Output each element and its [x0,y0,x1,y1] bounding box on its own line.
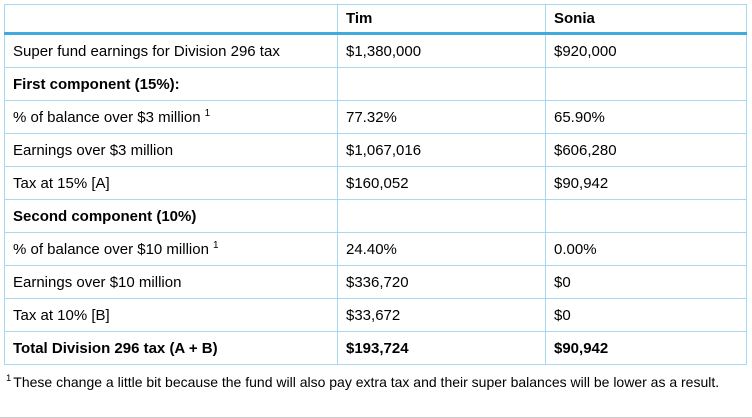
row-label-cell: % of balance over $3 million 1 [4,100,338,134]
footnote-text: These change a little bit because the fu… [13,374,720,390]
row-label: % of balance over $10 million [13,240,209,258]
sonia-value-cell: 0.00% [545,232,747,266]
footnote-marker: 1 [212,239,219,251]
table-row-second-component-heading: Second component (10%) [4,199,747,233]
row-label-cell: Tax at 15% [A] [4,166,338,200]
tim-value-cell [337,199,546,233]
table-row-earnings-over-3m: Earnings over $3 million $1,067,016 $606… [4,133,747,167]
header-row: Tim Sonia [4,4,747,35]
row-label: Earnings over $10 million [13,273,182,291]
row-label: Total Division 296 tax (A + B) [13,339,218,357]
table-row-first-component-heading: First component (15%): [4,67,747,101]
tim-value-cell: 24.40% [337,232,546,266]
tim-value-cell: $193,724 [337,331,546,365]
row-label-cell: Earnings over $3 million [4,133,338,167]
tim-value-cell: $33,672 [337,298,546,332]
row-label-cell: % of balance over $10 million 1 [4,232,338,266]
column-header-sonia: Sonia [545,4,747,35]
sonia-value-cell: $0 [545,298,747,332]
column-header-tim: Tim [337,4,546,35]
table-row-tax-at-15: Tax at 15% [A] $160,052 $90,942 [4,166,747,200]
header-blank-cell [4,4,338,35]
tim-value-cell [337,67,546,101]
row-label: Second component (10%) [13,207,197,225]
row-label-cell: First component (15%): [4,67,338,101]
tim-value-cell: $1,067,016 [337,133,546,167]
sonia-value-cell [545,67,747,101]
row-label-cell: Earnings over $10 million [4,265,338,299]
table-row-total-division-296-tax: Total Division 296 tax (A + B) $193,724 … [4,331,747,365]
row-label: Tax at 15% [A] [13,174,110,192]
sonia-value-cell [545,199,747,233]
table-row-earnings-over-10m: Earnings over $10 million $336,720 $0 [4,265,747,299]
tim-value-cell: 77.32% [337,100,546,134]
table-row-pct-balance-over-3m: % of balance over $3 million 1 77.32% 65.… [4,100,747,134]
sonia-value-cell: $606,280 [545,133,747,167]
footnote-marker: 1 [6,373,12,385]
footnote: 1 These change a little bit because the f… [6,372,746,394]
sonia-value-cell: 65.90% [545,100,747,134]
table-row-tax-at-10: Tax at 10% [B] $33,672 $0 [4,298,747,332]
tim-value-cell: $1,380,000 [337,33,546,68]
sonia-value-cell: $90,942 [545,331,747,365]
row-label-cell: Super fund earnings for Division 296 tax [4,33,338,68]
footnote-marker: 1 [204,107,211,119]
division-296-tax-table: Tim Sonia Super fund earnings for Divisi… [4,4,747,365]
row-label-cell: Total Division 296 tax (A + B) [4,331,338,365]
row-label: Super fund earnings for Division 296 tax [13,42,280,60]
sonia-value-cell: $920,000 [545,33,747,68]
row-label: % of balance over $3 million [13,108,201,126]
table-row-super-fund-earnings: Super fund earnings for Division 296 tax… [4,33,747,68]
sonia-value-cell: $0 [545,265,747,299]
row-label: First component (15%): [13,75,180,93]
sonia-value-cell: $90,942 [545,166,747,200]
row-label-cell: Second component (10%) [4,199,338,233]
tim-value-cell: $336,720 [337,265,546,299]
row-label-cell: Tax at 10% [B] [4,298,338,332]
tim-value-cell: $160,052 [337,166,546,200]
row-label: Tax at 10% [B] [13,306,110,324]
row-label: Earnings over $3 million [13,141,174,159]
table-row-pct-balance-over-10m: % of balance over $10 million 1 24.40% 0.… [4,232,747,266]
